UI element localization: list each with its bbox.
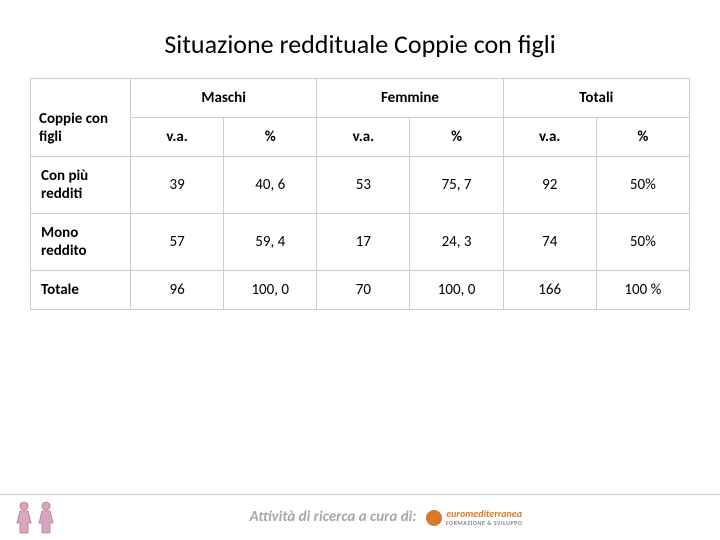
cell: 39: [131, 157, 224, 214]
table-row: Totale 96 100, 0 70 100, 0 166 100 %: [31, 271, 690, 310]
cell: 100 %: [596, 271, 689, 310]
cell: 17: [317, 214, 410, 271]
col-group-maschi: Maschi: [131, 79, 317, 118]
subhdr: v.a.: [317, 118, 410, 157]
subhdr: %: [410, 118, 503, 157]
table-row: Mono reddito 57 59, 4 17 24, 3 74 50%: [31, 214, 690, 271]
footer-bar: Attività di ricerca a cura di: euromedit…: [0, 494, 720, 540]
table-row: Con più redditi 39 40, 6 53 75, 7 92 50%: [31, 157, 690, 214]
cell: 50%: [596, 214, 689, 271]
footer-credit: Attività di ricerca a cura di: euromedit…: [66, 508, 706, 526]
subhdr: %: [596, 118, 689, 157]
logo-text: euromediterranea: [446, 509, 523, 519]
cell: 40, 6: [224, 157, 317, 214]
cell: 74: [503, 214, 596, 271]
row-label: Con più redditi: [31, 157, 131, 214]
table-group-row: Coppie con figli Maschi Femmine Totali: [31, 79, 690, 118]
subhdr: v.a.: [131, 118, 224, 157]
income-table: Coppie con figli Maschi Femmine Totali v…: [30, 78, 690, 310]
logo-subtext: FORMAZIONE & SVILUPPO: [446, 519, 523, 527]
cell: 59, 4: [224, 214, 317, 271]
cell: 100, 0: [224, 271, 317, 310]
cell: 75, 7: [410, 157, 503, 214]
income-table-wrap: Coppie con figli Maschi Femmine Totali v…: [0, 78, 720, 310]
row-label: Totale: [31, 271, 131, 310]
page-title: Situazione reddituale Coppie con figli: [0, 0, 720, 78]
col-group-totali: Totali: [503, 79, 689, 118]
table-corner-label: Coppie con figli: [31, 79, 131, 157]
cell: 24, 3: [410, 214, 503, 271]
cell: 100, 0: [410, 271, 503, 310]
cell: 166: [503, 271, 596, 310]
row-label: Mono reddito: [31, 214, 131, 271]
cell: 96: [131, 271, 224, 310]
people-icon: [14, 501, 56, 535]
subhdr: %: [224, 118, 317, 157]
footer-credit-text: Attività di ricerca a cura di:: [250, 508, 417, 526]
cell: 57: [131, 214, 224, 271]
cell: 92: [503, 157, 596, 214]
footer-logo: euromediterranea FORMAZIONE & SVILUPPO: [426, 509, 523, 527]
cell: 53: [317, 157, 410, 214]
cell: 50%: [596, 157, 689, 214]
subhdr: v.a.: [503, 118, 596, 157]
logo-globe-icon: [426, 510, 442, 526]
col-group-femmine: Femmine: [317, 79, 503, 118]
cell: 70: [317, 271, 410, 310]
